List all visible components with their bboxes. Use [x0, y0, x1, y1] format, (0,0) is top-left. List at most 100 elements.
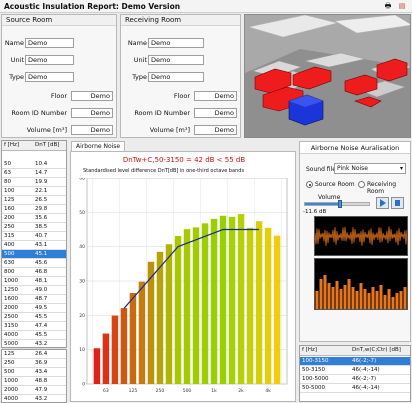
- table-row[interactable]: 80 19.9: [2, 178, 66, 187]
- table-row[interactable]: 2000 49.5: [2, 304, 66, 313]
- source-type-label: Type: [9, 73, 24, 81]
- cell-frequency: 500: [4, 251, 15, 257]
- table-row[interactable]: 50-3150 46(-4;-14): [300, 366, 410, 375]
- cell-frequency: 63: [4, 170, 11, 176]
- table-row[interactable]: 400 43.1: [2, 241, 66, 250]
- octave-table[interactable]: 125 26.4 250 36.9 500 43.4 1000 48.8 2000 47.9 400…: [1, 349, 67, 403]
- rating-table[interactable]: f [Hz] DnT,w(C;Ctr) [dB] 100-3150 46(-2;-…: [299, 345, 411, 402]
- receiving-type-input[interactable]: Demo: [148, 72, 204, 82]
- receiving-floor-input[interactable]: Demo: [194, 91, 237, 101]
- volume-thumb[interactable]: [338, 200, 343, 208]
- cell-frequency: 500: [4, 369, 15, 375]
- cell-frequency: 100: [4, 188, 15, 194]
- receiving-volume-input[interactable]: Demo: [194, 125, 237, 135]
- table-row[interactable]: 125 26.4: [2, 350, 66, 359]
- bar-800: [201, 223, 209, 384]
- play-button[interactable]: [376, 197, 389, 209]
- pdf-icon[interactable]: ▤: [398, 2, 406, 10]
- table-row[interactable]: 800 46.8: [2, 268, 66, 277]
- bar-1250: [219, 215, 227, 384]
- source-room-radio[interactable]: [306, 181, 313, 188]
- bar-2000: [237, 214, 245, 384]
- table-row[interactable]: 50 10.4: [2, 160, 66, 169]
- table-row[interactable]: 5000 43.2: [2, 340, 66, 349]
- y-tick-label: 20: [79, 313, 85, 319]
- volume-slider[interactable]: [304, 200, 370, 208]
- table-row[interactable]: 4000 43.2: [2, 395, 66, 403]
- table-row[interactable]: 1600 48.7: [2, 295, 66, 304]
- table-row[interactable]: 250 36.9: [2, 359, 66, 368]
- print-icon[interactable]: 🖶: [384, 2, 392, 10]
- table-row[interactable]: 315 40.7: [2, 232, 66, 241]
- y-tick-label: 0: [82, 382, 85, 388]
- source-floor-input[interactable]: Demo: [71, 91, 113, 101]
- spectrum-bar: [339, 289, 343, 309]
- receiving-name-input[interactable]: Demo: [148, 38, 204, 48]
- receiving-unit-input[interactable]: Demo: [148, 55, 204, 65]
- table-row[interactable]: 160 29.8: [2, 205, 66, 214]
- bar-315: [165, 244, 173, 384]
- cell-value: 35.6: [35, 215, 48, 221]
- table-row[interactable]: 1000 48.1: [2, 277, 66, 286]
- spectrum-bar: [387, 289, 391, 309]
- table-row[interactable]: 1250 49.0: [2, 286, 66, 295]
- table-row[interactable]: 100-3150 46(-2;-7): [300, 357, 410, 366]
- y-tick-label: 50: [79, 210, 85, 216]
- bar-500: [183, 229, 191, 384]
- cell-value: 40.7: [35, 233, 48, 239]
- cell-frequency: 200: [4, 215, 15, 221]
- table-row[interactable]: 500 43.4: [2, 368, 66, 377]
- third-octave-table[interactable]: f [Hz] DnT [dB] 50 10.4 63 14.7 80 19.9 100 22.…: [1, 140, 67, 349]
- cell-frequency: 1250: [4, 287, 18, 293]
- sound-file-label: Sound file:: [306, 166, 338, 173]
- chart-panel: DnTw+C,50-3150 = 42 dB < 55 dB Standardi…: [70, 151, 296, 402]
- stop-icon: [395, 200, 400, 206]
- table-row[interactable]: 2000 47.9: [2, 386, 66, 395]
- cell-value: 46(-2;-7): [352, 376, 377, 382]
- table-row[interactable]: 50-5000 46(-4;-14): [300, 384, 410, 393]
- table-row[interactable]: 4000 45.5: [2, 331, 66, 340]
- y-tick-label: 30: [79, 279, 85, 285]
- table-row[interactable]: 100-5000 46(-2;-7): [300, 375, 410, 384]
- bar-5000: [273, 235, 281, 384]
- cell-value: 38.5: [35, 224, 48, 230]
- stop-button[interactable]: [391, 197, 404, 209]
- x-tick-label: 4k: [265, 388, 271, 394]
- tab-airborne-noise[interactable]: Airborne Noise: [71, 141, 126, 151]
- receiving-unit-label: Unit: [133, 56, 147, 64]
- source-volume-label: Volume [m³]: [26, 126, 67, 134]
- spectrum-bar: [335, 281, 339, 309]
- cell-frequency: 1000: [4, 378, 18, 384]
- source-volume-input[interactable]: Demo: [71, 125, 113, 135]
- third-octave-table-header: f [Hz] DnT [dB]: [2, 141, 66, 151]
- table-row[interactable]: 63 14.7: [2, 169, 66, 178]
- bar-100: [120, 308, 128, 384]
- source-unit-input[interactable]: Demo: [25, 55, 74, 65]
- cell-value: 47.9: [35, 387, 48, 393]
- source-room-id-input[interactable]: Demo: [71, 108, 113, 118]
- receiving-room-radio[interactable]: [358, 181, 365, 188]
- receiving-room-id-input[interactable]: Demo: [194, 108, 237, 118]
- cell-value: 45.5: [35, 314, 48, 320]
- building-3d-drawing: [245, 15, 410, 137]
- building-3d-view[interactable]: [244, 14, 411, 138]
- source-name-input[interactable]: Demo: [25, 38, 74, 48]
- cell-frequency: 4000: [4, 332, 18, 338]
- table-row[interactable]: 3150 47.4: [2, 322, 66, 331]
- bar-80: [111, 315, 119, 384]
- table-row[interactable]: 500 45.1: [2, 250, 66, 259]
- source-type-input[interactable]: Demo: [25, 72, 74, 82]
- sound-file-select[interactable]: Pink Noise ▾: [334, 163, 406, 174]
- table-row[interactable]: 100 22.1: [2, 187, 66, 196]
- table-row[interactable]: 630 45.6: [2, 259, 66, 268]
- receiving-type-label: Type: [132, 73, 147, 81]
- table-row[interactable]: 200 35.6: [2, 214, 66, 223]
- auralisation-tab[interactable]: Airborne Noise Auralisation: [300, 142, 410, 154]
- table-row[interactable]: 2500 45.5: [2, 313, 66, 322]
- table-row[interactable]: 125 26.5: [2, 196, 66, 205]
- cell-value: 43.2: [35, 341, 48, 347]
- y-tick-label: 40: [79, 244, 85, 250]
- table-row[interactable]: 1000 48.8: [2, 377, 66, 386]
- bar-160: [138, 281, 146, 384]
- table-row[interactable]: 250 38.5: [2, 223, 66, 232]
